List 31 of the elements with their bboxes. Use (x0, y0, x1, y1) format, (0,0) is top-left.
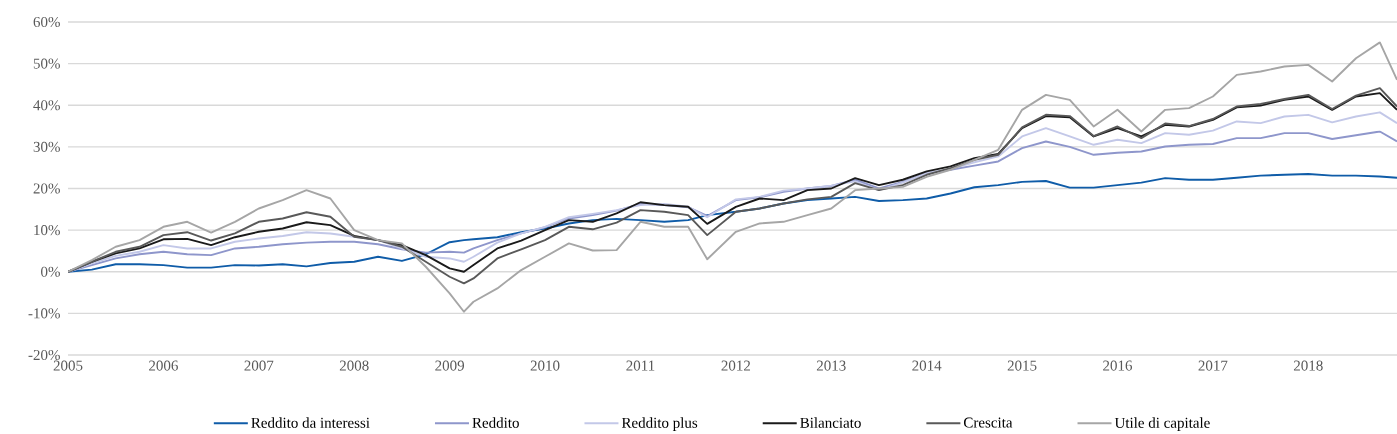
legend-label: Bilanciato (800, 417, 861, 428)
x-tick-label: 2016 (1103, 360, 1133, 371)
y-tick-label: 30% (33, 141, 60, 152)
x-tick-label: 2011 (626, 360, 655, 371)
y-tick-label: -20% (28, 349, 60, 361)
x-tick-label: 2010 (530, 360, 560, 371)
x-tick-label: 2017 (1198, 360, 1228, 371)
x-tick-label: 2013 (816, 360, 846, 371)
x-tick-label: 2008 (339, 360, 369, 371)
y-tick-label: 0% (41, 266, 60, 277)
legend-label: Reddito (472, 417, 519, 428)
y-tick-label: 40% (33, 100, 60, 111)
y-tick-label: 20% (33, 183, 60, 194)
y-tick-label: 10% (34, 225, 60, 236)
x-tick-label: 2015 (1007, 360, 1037, 371)
x-tick-label: 2009 (435, 360, 465, 371)
legend-label: Reddito plus (621, 417, 698, 431)
legend-label: Utile di capitale (1114, 417, 1210, 431)
x-tick-label: 2014 (912, 360, 942, 371)
legend-label: Reddito da interessi (251, 417, 370, 428)
line-series (68, 172, 1397, 273)
x-tick-label: 2005 (53, 360, 83, 371)
x-tick-label: 2007 (244, 360, 274, 371)
x-tick-label: 2006 (149, 360, 178, 371)
y-tick-label: 50% (33, 58, 60, 69)
line-series (68, 41, 1397, 313)
x-tick-label: 2012 (721, 360, 751, 371)
y-tick-label: -10% (28, 308, 60, 319)
x-tick-label: 2018 (1293, 360, 1323, 371)
legend-label: Crescita (963, 417, 1013, 428)
y-tick-label: 60% (33, 16, 60, 28)
